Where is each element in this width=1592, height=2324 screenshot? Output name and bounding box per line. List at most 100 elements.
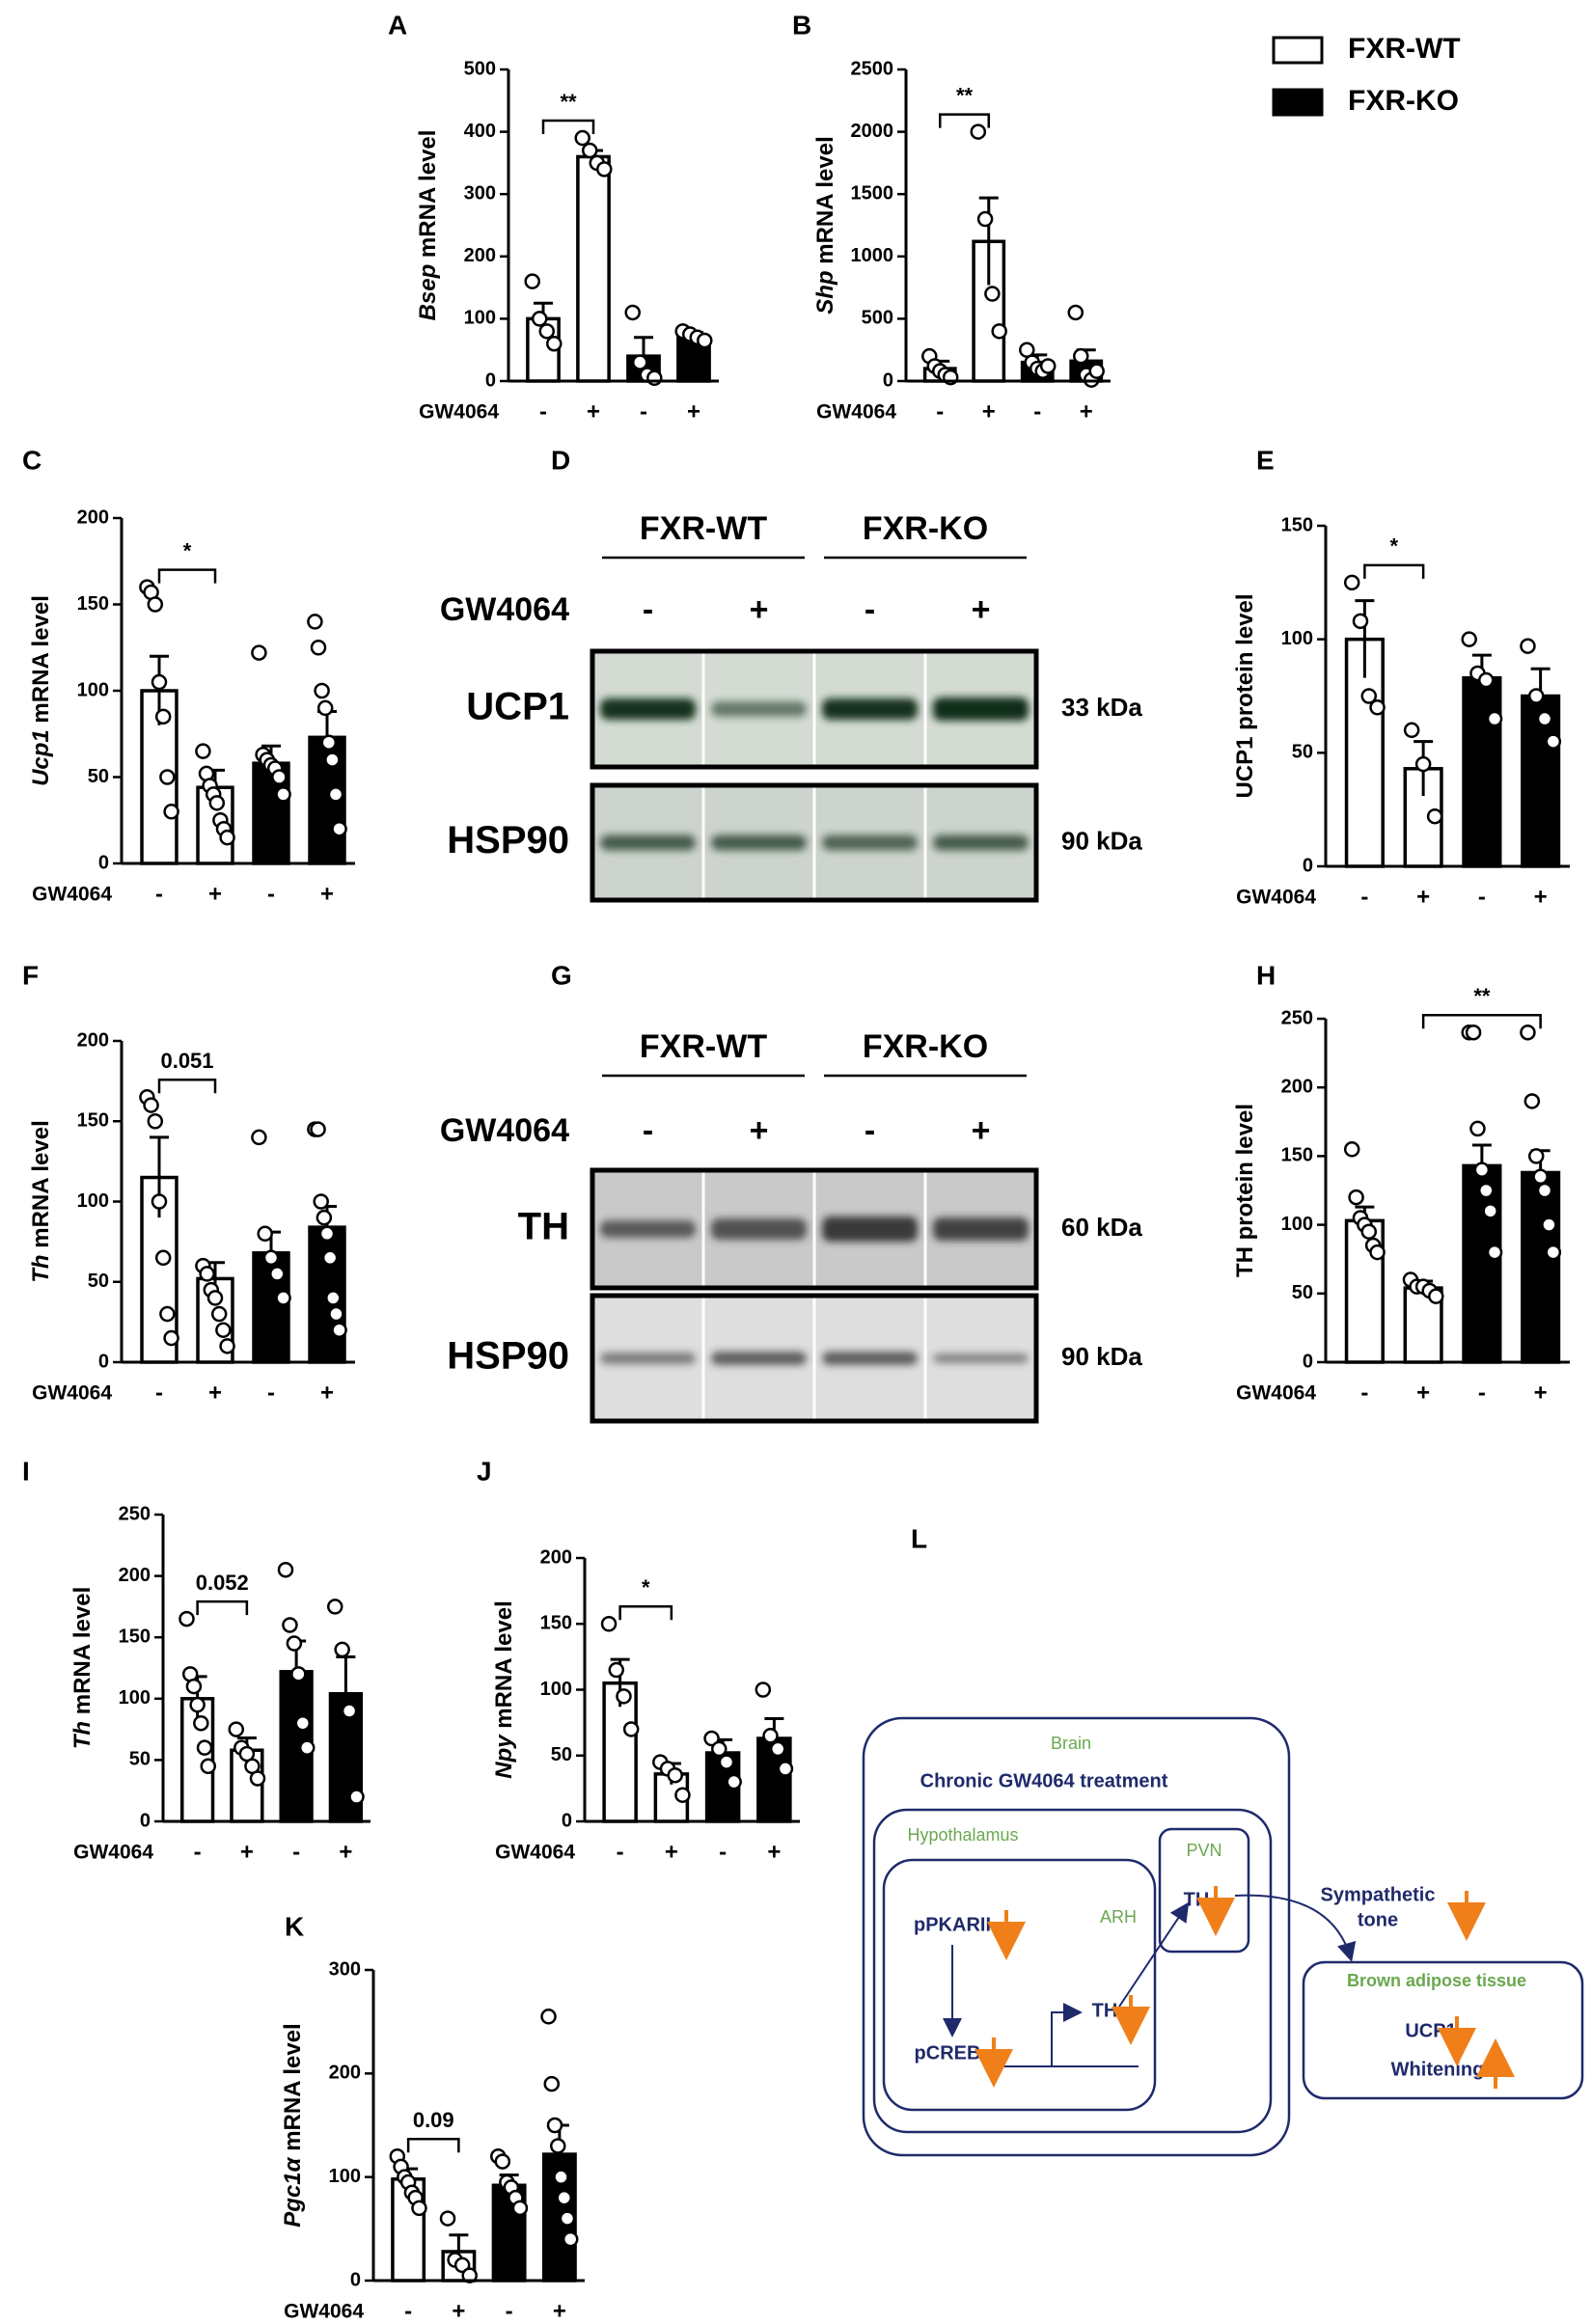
data-point — [718, 1754, 735, 1770]
x-axis-label: GW4064 — [284, 2301, 364, 2323]
y-tick-label: 150 — [77, 1110, 109, 1132]
legend-label: FXR-KO — [1348, 85, 1459, 117]
panel-label: A — [388, 10, 407, 40]
y-tick-label: 100 — [329, 2166, 361, 2187]
x-tick-label: + — [1080, 398, 1093, 424]
blot-band — [933, 1353, 1029, 1363]
data-point — [762, 1728, 779, 1744]
x-tick-label: + — [982, 398, 996, 424]
y-tick-label: 300 — [329, 1958, 361, 1980]
y-axis-label: TH protein level — [1232, 1104, 1258, 1277]
blot-band — [822, 698, 918, 720]
y-axis-gene: Bsep — [415, 264, 441, 321]
data-point — [328, 1305, 344, 1323]
blot-frame — [590, 782, 1039, 903]
data-point — [646, 369, 663, 387]
x-tick-label: - — [1478, 884, 1486, 910]
y-tick-label: 0 — [1303, 855, 1313, 876]
y-axis-label: Bsep mRNA level — [415, 130, 441, 321]
x-axis-label: GW4064 — [1236, 1382, 1316, 1405]
data-point — [208, 795, 226, 811]
data-point — [143, 1097, 159, 1113]
x-axis-label: GW4064 — [73, 1842, 153, 1864]
significance-bracket — [1363, 563, 1425, 579]
y-tick-label: 0 — [883, 369, 893, 391]
data-point — [310, 1121, 326, 1137]
sympathetic-label: tone — [1358, 1909, 1398, 1930]
significance-bracket — [157, 568, 217, 584]
data-point — [559, 2210, 576, 2227]
data-point — [596, 161, 613, 178]
arrow — [989, 2003, 1083, 2067]
protein-label: TH — [518, 1206, 569, 1248]
data-point — [970, 123, 987, 140]
x-tick-label: - — [719, 1839, 727, 1865]
data-point — [327, 786, 344, 803]
data-point — [461, 2267, 478, 2283]
data-point — [524, 273, 540, 289]
panel-label: G — [551, 960, 572, 990]
x-tick-label: + — [665, 1839, 678, 1865]
blot-band — [600, 834, 696, 851]
data-point — [206, 1290, 224, 1306]
blot-band — [822, 834, 918, 851]
x-axis-label: GW4064 — [816, 401, 896, 424]
hypothalamus-label: Hypothalamus — [907, 1825, 1018, 1845]
blot-band — [933, 1217, 1029, 1241]
data-point — [439, 2210, 456, 2227]
data-point — [341, 1703, 358, 1719]
y-tick-label: 150 — [1281, 1145, 1313, 1166]
y-tick-label: 0 — [485, 369, 496, 391]
blot-band — [600, 1220, 696, 1238]
x-tick-label: + — [452, 2298, 465, 2324]
data-point — [210, 1305, 228, 1323]
y-tick-label: 150 — [540, 1613, 572, 1634]
y-axis-gene: Npy — [491, 1734, 517, 1779]
data-point — [318, 1225, 336, 1243]
data-point — [1536, 710, 1553, 727]
y-tick-label: 2500 — [851, 58, 894, 79]
data-point — [1520, 638, 1536, 654]
data-point — [703, 1730, 720, 1747]
group-label: FXR-WT — [640, 510, 767, 547]
y-axis-text: mRNA level — [280, 2023, 306, 2151]
group-label: FXR-KO — [863, 510, 988, 547]
data-point — [320, 734, 338, 751]
x-axis-label: GW4064 — [419, 401, 499, 424]
pvn-th: TH — [1184, 1889, 1210, 1910]
data-point — [1403, 722, 1420, 739]
x-tick-label: - — [267, 1380, 275, 1406]
panel-label: H — [1256, 960, 1276, 990]
data-point — [769, 1740, 786, 1758]
y-tick-label: 50 — [1292, 1282, 1313, 1303]
panel-label: C — [22, 445, 41, 475]
x-axis-label: GW4064 — [1236, 887, 1316, 909]
data-point — [1428, 1288, 1444, 1304]
data-point — [282, 1617, 298, 1633]
y-tick-label: 100 — [77, 1190, 109, 1212]
x-tick-label: + — [553, 2298, 566, 2324]
data-point — [631, 354, 648, 370]
data-point — [1369, 699, 1386, 716]
bar — [576, 154, 611, 383]
data-point — [538, 323, 556, 340]
x-axis-label: GW4064 — [32, 1382, 112, 1405]
data-point — [624, 304, 641, 321]
lane-label: + — [750, 591, 769, 628]
data-point — [163, 1329, 179, 1347]
panel-label: L — [911, 1523, 927, 1553]
data-point — [178, 1610, 195, 1627]
data-point — [154, 1249, 172, 1267]
data-point — [147, 1113, 164, 1130]
data-point — [327, 1599, 343, 1615]
data-point — [540, 2009, 557, 2025]
lane-label: - — [643, 1112, 653, 1149]
data-point — [1343, 1141, 1360, 1158]
significance-label: ** — [956, 83, 974, 107]
y-axis-label: Th mRNA level — [28, 1120, 54, 1283]
panel-label: J — [477, 1456, 492, 1486]
significance-bracket — [406, 2137, 460, 2153]
arh-label: ARH — [1100, 1907, 1137, 1927]
data-point — [1360, 688, 1378, 704]
data-point — [1527, 1148, 1545, 1164]
